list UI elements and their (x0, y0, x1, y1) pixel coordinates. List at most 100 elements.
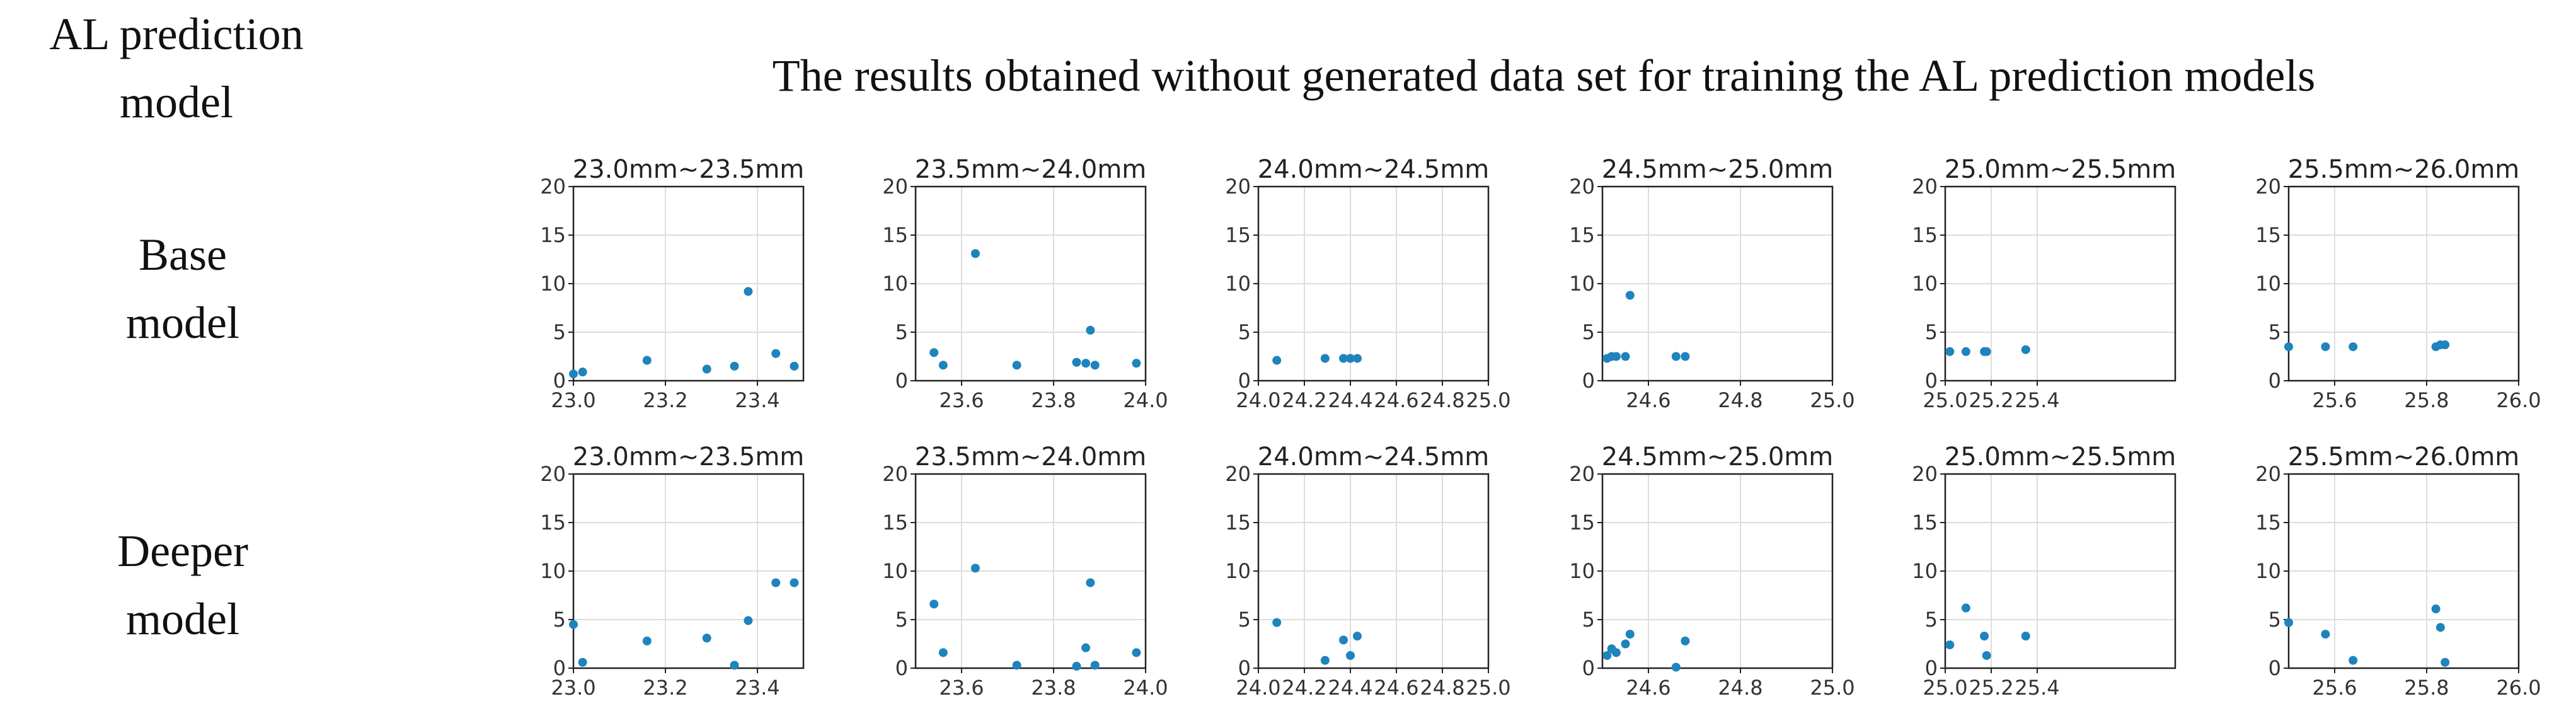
tick-label-x: 24.2 (1282, 388, 1326, 412)
tick-label-y: 5 (895, 320, 908, 344)
tick-label-x: 24.4 (1328, 676, 1372, 700)
panel-2: 0 5 10 15 20 23.6 23.8 24.0 23.5mm~24.0mm (882, 155, 1168, 412)
data-point (569, 620, 578, 629)
tick-label-x: 23.4 (735, 388, 779, 412)
panel-title: 24.5mm~25.0mm (1602, 155, 1834, 184)
plot-frame (1944, 185, 2176, 382)
data-point (771, 349, 781, 358)
data-point (1086, 578, 1095, 587)
tick-label-x: 23.0 (551, 388, 595, 412)
data-point (1086, 325, 1095, 335)
plot-frame (1601, 473, 1834, 669)
panel-title: 25.0mm~25.5mm (1945, 442, 2176, 471)
tick-label-y: 10 (1912, 559, 1938, 583)
panel-7: 0 5 10 15 20 23.0 23.2 23.4 23.0mm~23.5mm (540, 442, 805, 700)
data-point (578, 657, 587, 667)
panel-title: 25.0mm~25.5mm (1945, 155, 2176, 184)
tick-label-y: 15 (1912, 223, 1938, 247)
tick-label-x: 25.4 (2015, 388, 2059, 412)
data-point (730, 661, 739, 670)
tick-label-x: 24.0 (1236, 388, 1280, 412)
panel-title: 23.5mm~24.0mm (915, 155, 1147, 184)
data-point (702, 364, 711, 374)
panel-title: 24.5mm~25.0mm (1602, 442, 1834, 471)
panel-title: 23.5mm~24.0mm (915, 442, 1147, 471)
corner-label-line-2: model (120, 77, 233, 127)
panel-title: 23.0mm~23.5mm (573, 155, 805, 184)
data-point (1081, 643, 1091, 652)
data-point (1272, 618, 1282, 627)
tick-label-y: 0 (895, 369, 908, 393)
panel-5: 0 5 10 15 20 25.0 25.2 25.4 25.0mm~25.5mm (1912, 155, 2176, 412)
tick-label-y: 5 (2268, 320, 2281, 344)
tick-label-y: 20 (540, 175, 566, 199)
tick-label-y: 10 (2255, 272, 2281, 296)
figure-title: The results obtained without generated d… (772, 50, 2316, 101)
tick-label-x: 23.4 (735, 676, 779, 700)
tick-label-y: 0 (553, 656, 566, 680)
tick-label-y: 15 (1912, 511, 1938, 535)
tick-label-y: 20 (1912, 462, 1938, 486)
data-point (1945, 640, 1955, 650)
tick-label-y: 20 (1569, 462, 1595, 486)
panel-3: 0 5 10 15 20 24.0 24.2 24.4 24.6 24.8 25.0 24.0mm~2… (1225, 155, 1510, 412)
panel-title: 23.0mm~23.5mm (573, 442, 805, 471)
data-point (730, 361, 739, 371)
tick-label-x: 23.8 (1031, 388, 1076, 412)
tick-label-x: 24.6 (1374, 388, 1418, 412)
row-label-base-line-1: Base (139, 229, 227, 280)
data-point (970, 249, 980, 258)
data-point (569, 369, 578, 379)
data-point (1339, 354, 1348, 363)
row-label-base-line-2: model (126, 298, 239, 348)
data-point (1132, 359, 1141, 368)
data-point (2431, 604, 2441, 614)
data-point (1346, 651, 1355, 660)
data-point (744, 287, 753, 296)
plot-frame (1257, 473, 1490, 669)
data-point (771, 578, 781, 587)
plot-frame (572, 473, 805, 669)
data-point (1961, 347, 1970, 356)
data-point (1072, 357, 1081, 367)
tick-label-y: 15 (1569, 511, 1595, 535)
data-point (790, 361, 799, 371)
data-point (1982, 651, 1991, 660)
tick-label-y: 0 (2268, 656, 2281, 680)
data-point (938, 361, 948, 370)
plot-frame (2287, 185, 2520, 382)
tick-label-x: 25.8 (2404, 676, 2449, 700)
row-label-base: Base model (25, 221, 340, 357)
tick-label-x: 24.0 (1123, 388, 1168, 412)
tick-label-y: 15 (1225, 223, 1251, 247)
tick-label-x: 24.6 (1374, 676, 1418, 700)
tick-label-y: 20 (1225, 175, 1251, 199)
tick-label-x: 24.6 (1626, 676, 1670, 700)
data-point (2021, 632, 2030, 641)
panel-10: 0 5 10 15 20 24.6 24.8 25.0 24.5mm~25.0mm (1569, 442, 1854, 700)
tick-label-y: 20 (882, 462, 908, 486)
tick-label-y: 5 (1925, 608, 1938, 632)
tick-label-x: 25.0 (1923, 676, 1967, 700)
tick-label-y: 20 (1912, 175, 1938, 199)
data-point (1621, 352, 1630, 361)
data-point (1012, 661, 1021, 670)
tick-label-y: 5 (553, 608, 566, 632)
panel-4: 0 5 10 15 20 24.6 24.8 25.0 24.5mm~25.0mm (1569, 155, 1854, 412)
tick-label-y: 5 (1238, 608, 1251, 632)
data-point (578, 367, 587, 377)
data-point (1081, 359, 1091, 368)
data-point (1681, 636, 1690, 645)
data-point (1339, 635, 1348, 645)
plot-frame (914, 473, 1147, 669)
data-point (1320, 656, 1330, 665)
tick-label-y: 10 (540, 272, 566, 296)
tick-label-x: 25.8 (2404, 388, 2449, 412)
panel-6: 0 5 10 15 20 25.6 25.8 26.0 25.5mm~26.0mm (2255, 155, 2541, 412)
data-point (1621, 639, 1630, 649)
tick-label-x: 26.0 (2496, 676, 2541, 700)
tick-label-x: 24.0 (1236, 676, 1280, 700)
data-point (1671, 352, 1681, 361)
tick-label-y: 0 (553, 369, 566, 393)
